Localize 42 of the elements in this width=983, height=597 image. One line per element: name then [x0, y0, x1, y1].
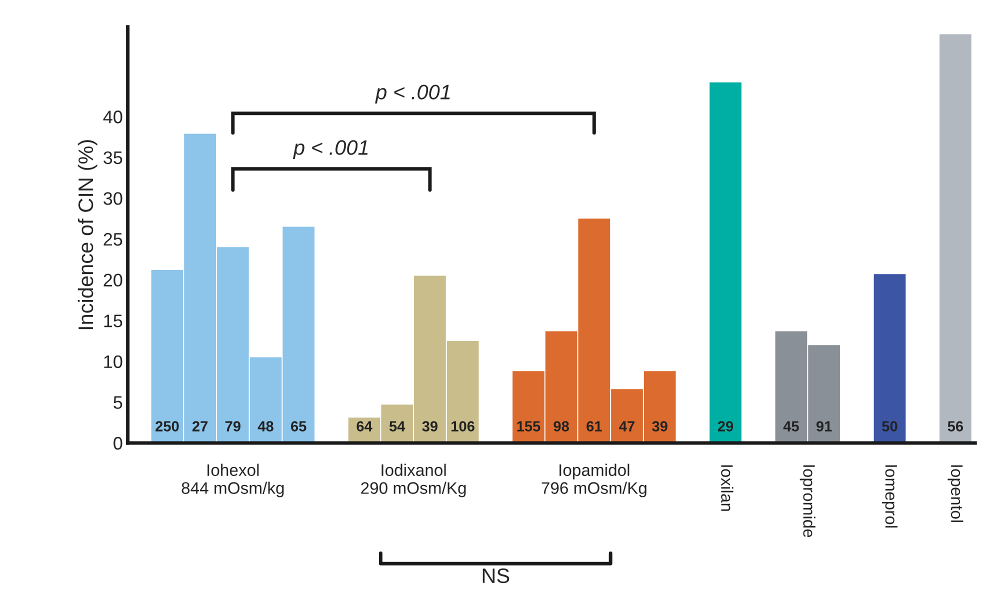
y-tick-label: 20 — [104, 274, 122, 287]
series-label: Iopamidol 796 mOsm/Kg — [542, 464, 646, 498]
annotation: p < .001 — [375, 84, 450, 104]
y-tick-label: 35 — [104, 151, 122, 164]
text: Iomeprol — [882, 465, 898, 528]
y-tick-label: 25 — [104, 232, 122, 246]
x-tick-label: 79 — [225, 421, 240, 432]
bar — [710, 82, 742, 443]
x-tick-label: 29 — [718, 421, 734, 432]
y-tick-label: 10 — [104, 355, 122, 368]
x-tick-label: 27 — [192, 421, 208, 432]
x-tick-label: 155 — [517, 421, 540, 432]
x-tick-label: 48 — [258, 421, 274, 432]
text: Ioxilan — [721, 465, 734, 511]
x-tick-label: 45 — [783, 421, 799, 432]
y-tick-label: 30 — [104, 192, 122, 205]
x-tick-label: 54 — [389, 421, 406, 432]
text: NS — [482, 568, 510, 584]
x-tick-label: 39 — [652, 421, 668, 432]
x-tick-label: 61 — [586, 421, 602, 432]
x-tick-label: 65 — [290, 421, 306, 432]
y-axis-title: Incidence of CIN (%) — [78, 140, 98, 330]
series-label: Iodixanol 290 mOsm/Kg — [361, 464, 466, 498]
x-tick-label: 56 — [948, 421, 964, 432]
bar — [874, 274, 906, 443]
x-tick-label: 39 — [422, 421, 438, 432]
series-label: Iohexol 844 mOsm/kg — [182, 464, 284, 498]
y-tick-label: 15 — [104, 314, 122, 328]
y-tick-label: 0 — [114, 436, 122, 450]
y-tick-label: 5 — [114, 396, 122, 409]
x-tick-label: 250 — [156, 421, 179, 432]
x-tick-label: 64 — [356, 421, 372, 432]
x-tick-label: 106 — [452, 421, 474, 432]
text: Iopromide — [800, 465, 816, 538]
text: Iopentol — [948, 465, 964, 522]
x-tick-label: 47 — [619, 421, 634, 432]
y-tick-label: 40 — [103, 110, 122, 124]
x-tick-label: 91 — [816, 421, 832, 432]
annotation: p < .001 — [292, 140, 368, 160]
x-tick-label: 50 — [882, 421, 898, 432]
x-tick-label: 98 — [554, 421, 569, 432]
bar — [940, 34, 972, 443]
